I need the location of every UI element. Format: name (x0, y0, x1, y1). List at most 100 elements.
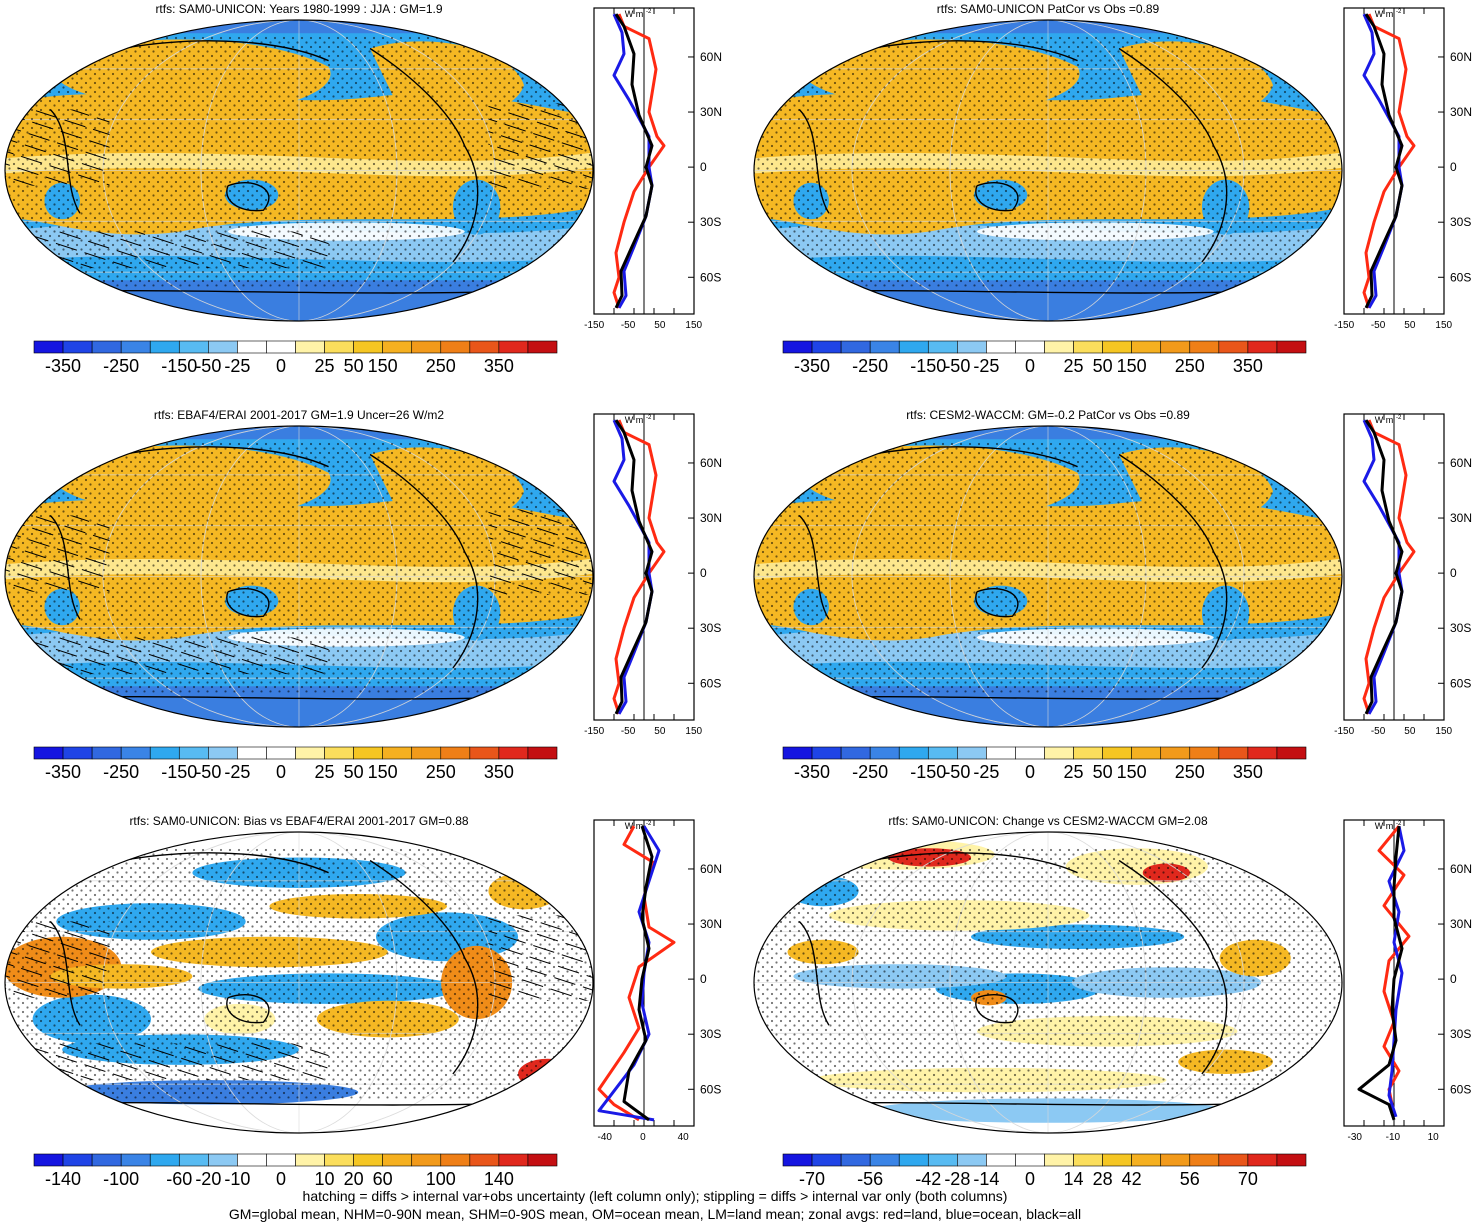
zonal-latitude-label: 60N (1450, 50, 1472, 64)
colorbar-tick-label: 60 (373, 1169, 393, 1187)
colorbar-tick-label: 250 (1175, 762, 1205, 780)
zonal-x-tick-label: 40 (678, 1132, 690, 1143)
zonal-latitude-label: 60N (700, 456, 722, 470)
colorbar-tick-label: 50 (344, 356, 364, 374)
zonal-latitude-label: 30S (1450, 1027, 1471, 1041)
zonal-units-label: W m (1375, 9, 1394, 19)
colorbar-tick-label: 56 (1180, 1169, 1200, 1187)
colorbar-tick-label: -50 (195, 762, 221, 780)
zonal-latitude-label: 0 (1450, 160, 1457, 174)
zonal-x-tick-label: 150 (685, 726, 702, 737)
world-map (753, 19, 1343, 322)
colorbar-tick-label: 50 (1093, 762, 1113, 780)
zonal-land-line (612, 13, 666, 309)
colorbar-tick-label: 70 (1238, 1169, 1258, 1187)
zonal-latitude-label: 30S (1450, 621, 1471, 635)
panel-title: rtfs: SAM0-UNICON: Change vs CESM2-WACCM… (888, 814, 1208, 828)
colorbar-tick-label: -250 (852, 356, 888, 374)
zonal-latitude-label: 60S (700, 676, 721, 690)
zonal-ocean-line (612, 419, 654, 715)
colorbar-tick-label: -50 (944, 762, 970, 780)
zonal-latitude-label: 30S (700, 621, 721, 635)
colorbar-tick-label: 0 (276, 1169, 286, 1187)
colorbar-tick-label: 28 (1093, 1169, 1113, 1187)
colorbar-tick-label: 100 (426, 1169, 456, 1187)
zonal-x-tick-label: 150 (685, 320, 702, 331)
zonal-units-superscript: -2 (646, 415, 652, 421)
zonal-x-tick-label: -50 (621, 726, 636, 737)
zonal-latitude-label: 60S (1450, 676, 1471, 690)
colorbar-tick-label: -25 (224, 762, 250, 780)
zonal-average-plot: W m -2 60N 30N 0 30S 60S -30 -10 10 (1343, 819, 1472, 1143)
colorbar-tick-label: -42 (915, 1169, 941, 1187)
colorbar-tick-label: 25 (1064, 762, 1084, 780)
panel-title: rtfs: SAM0-UNICON: Bias vs EBAF4/ERAI 20… (129, 814, 469, 828)
colorbar-tick-label: 0 (1025, 1169, 1035, 1187)
zonal-latitude-label: 30S (700, 1027, 721, 1041)
zonal-all-line (614, 13, 654, 309)
colorbar: -350 -250 -150-50 -25 0 25 50 150 250 350 (782, 340, 1307, 374)
zonal-land-line (1377, 825, 1411, 1115)
colorbar-tick-label: -28 (944, 1169, 970, 1187)
zonal-x-tick-label: 150 (1435, 726, 1452, 737)
zonal-latitude-label: 0 (700, 972, 707, 986)
colorbar-tick-label: 14 (1064, 1169, 1084, 1187)
colorbar-tick-label: -70 (799, 1169, 825, 1187)
zonal-latitude-label: 30S (700, 215, 721, 229)
zonal-x-tick-label: 150 (1435, 320, 1452, 331)
zonal-average-plot: W m -2 60N 30N 0 30S 60S -150 -50 50 150 (584, 413, 722, 737)
zonal-x-tick-label: -150 (584, 726, 604, 737)
colorbar-tick-label: -14 (973, 1169, 999, 1187)
zonal-x-tick-label: -30 (1347, 1132, 1362, 1143)
colorbar-tick-label: -50 (944, 356, 970, 374)
panel-title: rtfs: CESM2-WACCM: GM=-0.2 PatCor vs Obs… (906, 408, 1190, 422)
zonal-latitude-label: 30S (1450, 215, 1471, 229)
zonal-x-tick-label: -150 (1334, 320, 1354, 331)
colorbar-tick-label: 0 (276, 356, 286, 374)
zonal-latitude-label: 60N (1450, 862, 1472, 876)
colorbar-tick-label: 25 (315, 356, 335, 374)
colorbar-tick-label: 350 (484, 762, 514, 780)
zonal-ocean-line (612, 13, 654, 309)
zonal-units-label: W m (1375, 821, 1394, 831)
zonal-x-tick-label: -150 (1334, 726, 1354, 737)
zonal-latitude-label: 0 (1450, 566, 1457, 580)
zonal-latitude-label: 0 (1450, 972, 1457, 986)
zonal-units-superscript: -2 (646, 9, 652, 15)
colorbar-tick-label: 250 (1175, 356, 1205, 374)
zonal-x-tick-label: 10 (1428, 1132, 1440, 1143)
colorbar-tick-label: 0 (276, 762, 286, 780)
colorbar-tick-label: -25 (224, 356, 250, 374)
zonal-x-tick-label: 50 (654, 726, 666, 737)
zonal-all-line (614, 419, 654, 715)
zonal-x-tick-label: 0 (640, 1132, 646, 1143)
zonal-ocean-line (1362, 13, 1404, 309)
zonal-latitude-label: 30N (1450, 917, 1472, 931)
zonal-average-plot: W m -2 60N 30N 0 30S 60S -150 -50 50 150 (584, 7, 722, 331)
zonal-latitude-label: 0 (700, 566, 707, 580)
zonal-average-plot: W m -2 60N 30N 0 30S 60S -40 0 40 (593, 819, 722, 1143)
colorbar-tick-label: -250 (103, 762, 139, 780)
colorbar: -350 -250 -150-50 -25 0 25 50 150 250 350 (33, 340, 558, 374)
colorbar-tick-label: -60 (166, 1169, 192, 1187)
zonal-x-tick-label: -40 (597, 1132, 612, 1143)
zonal-latitude-label: 60N (700, 862, 722, 876)
zonal-latitude-label: 60S (1450, 270, 1471, 284)
zonal-units-superscript: -2 (1396, 9, 1402, 15)
zonal-units-label: W m (625, 415, 644, 425)
colorbar-tick-label: 50 (1093, 356, 1113, 374)
colorbar-tick-label: 150 (1117, 762, 1147, 780)
colorbar-tick-label: -25 (973, 762, 999, 780)
colorbar: -350 -250 -150-50 -25 0 25 50 150 250 350 (782, 746, 1307, 780)
world-map (4, 831, 594, 1134)
panel-title: rtfs: EBAF4/ERAI 2001-2017 GM=1.9 Uncer=… (153, 408, 445, 422)
colorbar-tick-label: -350 (45, 356, 81, 374)
world-map (753, 831, 1343, 1134)
world-map (753, 425, 1343, 728)
colorbar-tick-label: -56 (857, 1169, 883, 1187)
zonal-units-superscript: -2 (1396, 415, 1402, 421)
colorbar-tick-label: 50 (344, 762, 364, 780)
colorbar-tick-label: -50 (195, 356, 221, 374)
panel-title: rtfs: SAM0-UNICON: Years 1980-1999 : JJA… (155, 2, 443, 16)
colorbar-tick-label: 140 (484, 1169, 514, 1187)
